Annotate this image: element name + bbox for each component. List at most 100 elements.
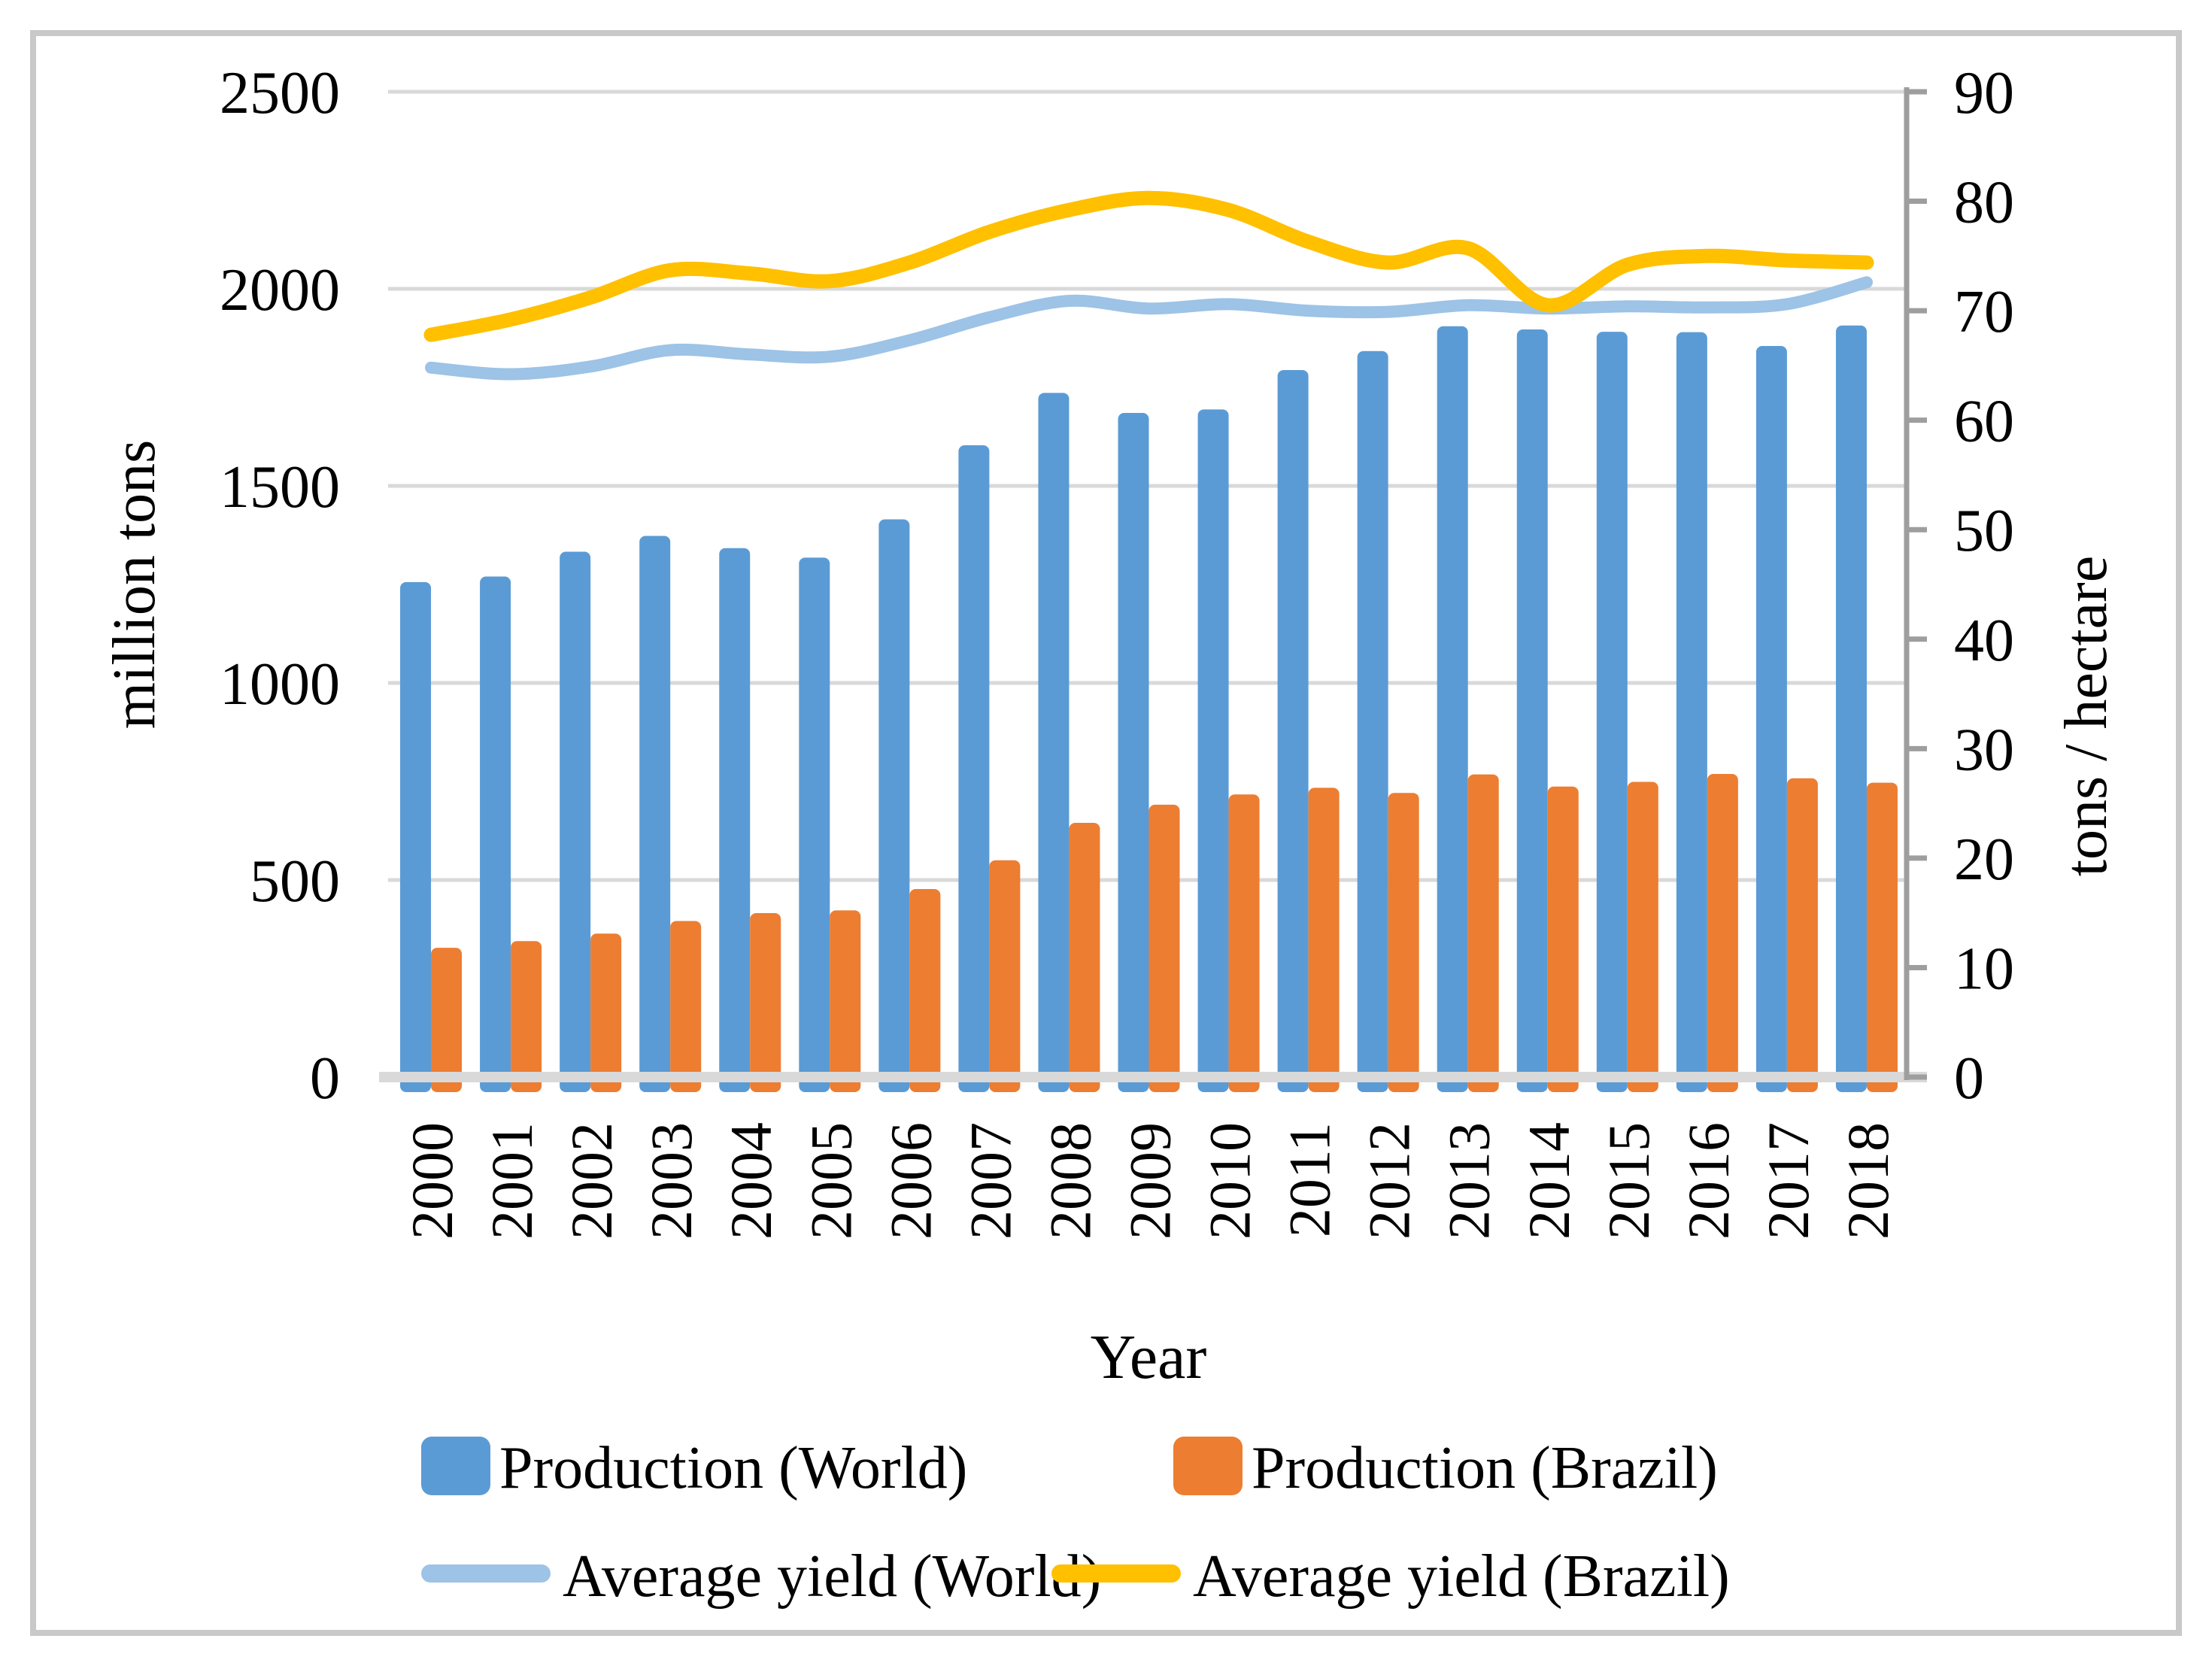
line-series-layer	[423, 190, 1874, 381]
bar-2000	[400, 581, 432, 1092]
chart-frame-border	[30, 30, 2182, 1636]
right-axis-tick-label: 60	[1954, 389, 2014, 455]
bar-2002	[560, 551, 591, 1092]
x-axis-tick-label: 2003	[639, 1122, 704, 1240]
bar-2018	[1835, 325, 1867, 1092]
bar-2003	[670, 921, 702, 1092]
bar-2014	[1516, 329, 1548, 1092]
bar-2003	[639, 536, 671, 1092]
left-axis-tick-labels: 2500 2000 1500 1000 500 0	[220, 60, 340, 1112]
right-axis-tick-label: 50	[1954, 498, 2014, 564]
left-axis-tick-label: 0	[310, 1045, 340, 1112]
bar-2015	[1627, 781, 1658, 1092]
bar-2007	[958, 445, 990, 1092]
right-axis-title: tons / hectare	[2053, 556, 2119, 876]
bar-2001	[480, 576, 511, 1092]
bar-2011	[1308, 787, 1340, 1092]
x-axis-tick-label: 2007	[957, 1122, 1023, 1240]
bar-series-layer	[400, 325, 1898, 1093]
legend-item-production-world: Production (World)	[421, 1435, 967, 1501]
bar-2016	[1676, 332, 1707, 1092]
x-axis-tick-label: 2000	[399, 1122, 465, 1240]
bar-2005	[799, 557, 830, 1092]
x-axis-tick-label: 2002	[559, 1122, 624, 1240]
legend-item-yield-brazil: Average yield (Brazil)	[1051, 1543, 1730, 1610]
bar-2017	[1755, 345, 1787, 1093]
legend-item-production-brazil: Production (Brazil)	[1173, 1435, 1718, 1501]
bar-2010	[1228, 794, 1260, 1092]
x-axis-tick-label: 2004	[718, 1122, 784, 1240]
bar-2004	[719, 548, 751, 1092]
x-axis-tick-label: 2008	[1037, 1122, 1103, 1240]
x-axis-tick-label: 2015	[1596, 1122, 1661, 1240]
bar-series-brazil	[431, 774, 1898, 1092]
bar-2001	[511, 941, 542, 1092]
x-axis-tick-label: 2014	[1516, 1122, 1582, 1240]
yield-brazil-line	[423, 190, 1874, 342]
bar-2000	[431, 948, 463, 1092]
x-axis-tick-labels: 2000 2001 2002 2003 2004 2005 2006 2007 2008 2009…	[399, 1122, 1901, 1240]
x-axis-tick-label: 2006	[878, 1122, 943, 1240]
right-axis-tick-label: 0	[1954, 1045, 1984, 1112]
right-axis-tick-label: 40	[1954, 608, 2014, 674]
bar-2006	[878, 519, 910, 1092]
bar-2008	[1069, 823, 1100, 1092]
x-axis-tick-label: 2005	[798, 1122, 863, 1240]
left-axis-tick-label: 500	[250, 848, 340, 915]
x-axis-title: Year	[1091, 1322, 1207, 1392]
legend: Production (World) Production (Brazil) A…	[421, 1435, 1730, 1610]
bar-2011	[1277, 369, 1309, 1093]
bar-2007	[989, 860, 1021, 1092]
bar-2018	[1866, 782, 1898, 1092]
x-axis-tick-label: 2009	[1118, 1122, 1183, 1240]
yield-world-swatch-icon	[421, 1564, 551, 1583]
bar-2004	[750, 913, 781, 1092]
x-axis-tick-label: 2011	[1277, 1122, 1343, 1237]
bar-2005	[830, 910, 861, 1092]
right-axis-tick-labels: 90 80 70 60 50 40 30 20 10 0	[1954, 60, 2014, 1112]
bar-2006	[909, 889, 941, 1092]
right-axis-tick-label: 80	[1954, 170, 2014, 236]
right-axis-tick-label: 20	[1954, 827, 2014, 893]
legend-item-yield-world: Average yield (World)	[421, 1543, 1101, 1610]
bar-2015	[1596, 332, 1628, 1093]
yield-brazil-swatch-icon	[1051, 1564, 1181, 1583]
right-axis-tick-label: 70	[1954, 279, 2014, 345]
bar-series-world	[400, 325, 1867, 1093]
x-axis-tick-label: 2012	[1357, 1122, 1422, 1240]
x-axis-tick-label: 2016	[1676, 1122, 1741, 1240]
x-axis-tick-label: 2017	[1755, 1122, 1821, 1240]
left-axis-title: million tons	[102, 440, 168, 730]
x-axis-tick-label: 2013	[1437, 1122, 1502, 1240]
left-axis-tick-label: 1500	[220, 454, 340, 520]
right-axis-tick-label: 30	[1954, 717, 2014, 783]
right-axis-tick-label: 10	[1954, 936, 2014, 1002]
bar-2009	[1118, 413, 1149, 1092]
left-axis-tick-label: 1000	[220, 651, 340, 718]
legend-label-production-world: Production (World)	[499, 1435, 967, 1501]
bar-2012	[1357, 350, 1388, 1092]
bar-2017	[1786, 778, 1818, 1092]
left-axis-tick-label: 2500	[220, 60, 340, 126]
bar-2013	[1467, 774, 1499, 1092]
bar-2014	[1547, 786, 1579, 1092]
bar-2009	[1148, 804, 1180, 1092]
x-axis-tick-label: 2018	[1835, 1122, 1901, 1240]
x-axis-tick-label: 2001	[479, 1122, 545, 1240]
bar-2013	[1437, 326, 1468, 1092]
yield-world-line	[425, 276, 1873, 381]
x-axis-tick-label: 2010	[1197, 1122, 1263, 1240]
bar-2010	[1197, 409, 1229, 1092]
bar-2008	[1038, 393, 1070, 1092]
bar-2002	[590, 933, 622, 1092]
production-world-swatch-icon	[421, 1437, 490, 1495]
axis-lines-layer	[379, 87, 1927, 1082]
right-axis-tick-label: 90	[1954, 60, 2014, 126]
legend-label-yield-world: Average yield (World)	[563, 1543, 1101, 1610]
legend-label-yield-brazil: Average yield (Brazil)	[1193, 1543, 1730, 1610]
bar-2016	[1707, 774, 1738, 1092]
left-axis-tick-label: 2000	[220, 257, 340, 323]
production-brazil-swatch-icon	[1173, 1437, 1243, 1495]
bar-2012	[1388, 793, 1419, 1092]
